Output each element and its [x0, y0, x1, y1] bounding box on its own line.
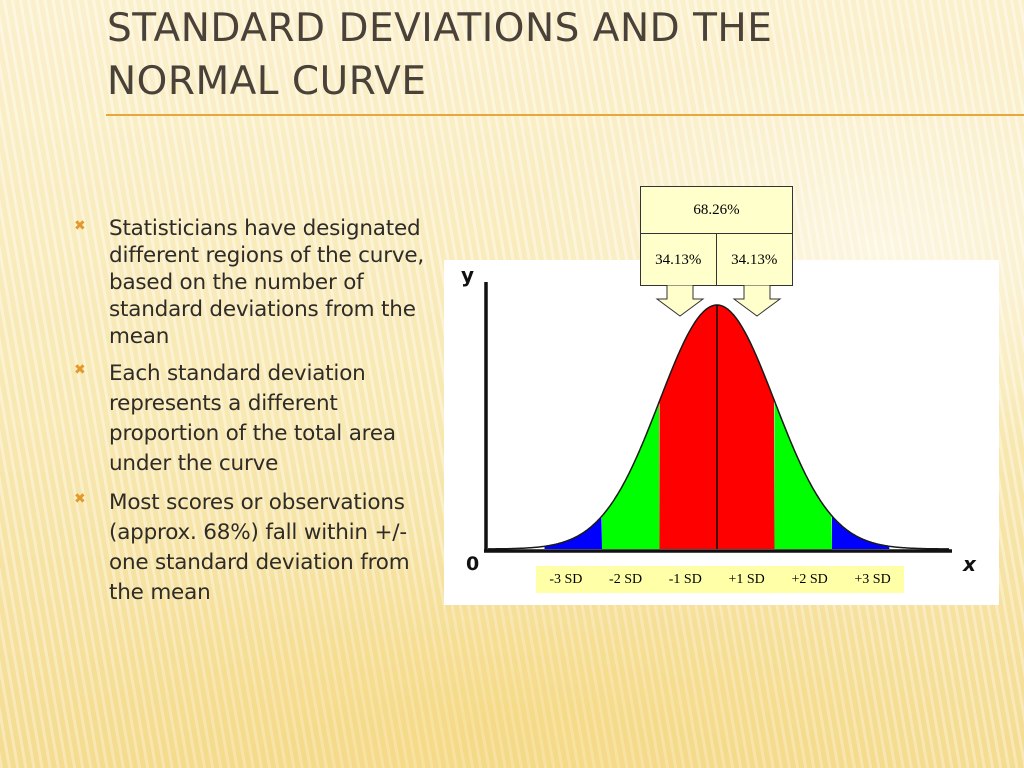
- sd-label: -3 SD: [549, 571, 583, 587]
- percentage-callout: 68.26% 34.13% 34.13%: [640, 186, 793, 286]
- bullet-x-icon: ✖: [74, 362, 86, 378]
- down-arrow-icon: [655, 285, 705, 317]
- title-line-1: STANDARD DEVIATIONS AND THE: [107, 6, 773, 51]
- sd-label: +2 SD: [791, 571, 828, 587]
- bullet-list: ✖ Statisticians have designated differen…: [74, 215, 444, 617]
- title-line-2: NORMAL CURVE: [107, 59, 427, 104]
- right-percentage: 34.13%: [731, 251, 778, 268]
- sd-label: +1 SD: [728, 571, 765, 587]
- bullet-item: ✖ Each standard deviation represents a d…: [74, 359, 444, 479]
- y-axis-label: y: [461, 263, 474, 287]
- total-percentage: 68.26%: [641, 187, 792, 234]
- sd-label: -1 SD: [668, 571, 702, 587]
- title-divider: [106, 114, 1024, 116]
- bullet-text: Statisticians have designated different …: [109, 216, 425, 349]
- bullet-item: ✖ Most scores or observations (approx. 6…: [74, 488, 444, 608]
- band-plus-1sd: [717, 305, 775, 549]
- x-axis-label: x: [962, 552, 977, 576]
- curve-outline: [488, 304, 949, 550]
- sd-label: +3 SD: [854, 571, 891, 587]
- down-arrow-icon: [732, 285, 782, 317]
- band-minus-3sd: [544, 516, 602, 549]
- slide-title: STANDARD DEVIATIONS AND THE NORMAL CURVE: [107, 2, 772, 108]
- bullet-text: Each standard deviation represents a dif…: [109, 361, 396, 476]
- sd-label-strip: -3 SD -2 SD -1 SD +1 SD +2 SD +3 SD: [536, 566, 904, 593]
- sd-label: -2 SD: [609, 571, 643, 587]
- bullet-item: ✖ Statisticians have designated differen…: [74, 215, 444, 350]
- bullet-x-icon: ✖: [74, 491, 86, 507]
- band-plus-3sd: [832, 516, 890, 549]
- normal-curve-figure: y x 0: [444, 260, 999, 605]
- origin-label: 0: [466, 553, 479, 575]
- bullet-text: Most scores or observations (approx. 68%…: [109, 490, 410, 605]
- left-percentage: 34.13%: [641, 234, 717, 286]
- bullet-x-icon: ✖: [74, 218, 86, 234]
- band-minus-1sd: [659, 305, 717, 549]
- normal-curve-svg: y x 0: [461, 263, 977, 576]
